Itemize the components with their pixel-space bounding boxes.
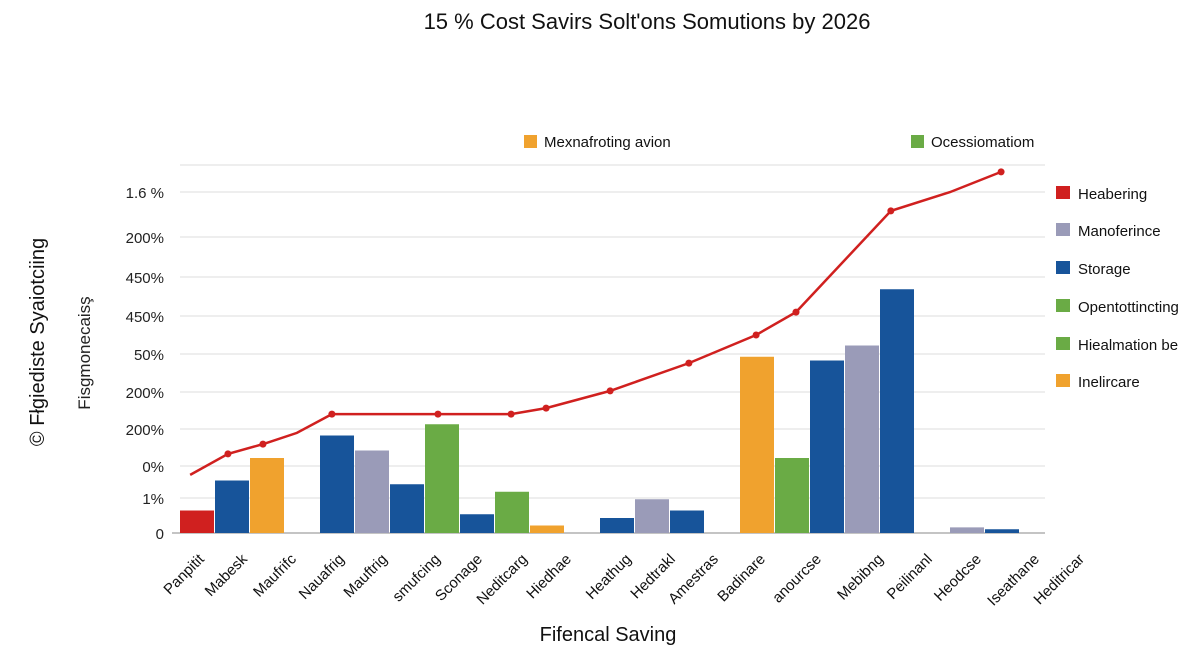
legend-label: Storage xyxy=(1078,261,1131,278)
legend-label: Heabering xyxy=(1078,186,1147,203)
x-tick-label: Maufrifc xyxy=(250,550,300,600)
bar xyxy=(985,529,1019,533)
line-point xyxy=(224,450,232,458)
legend-swatch xyxy=(911,135,924,148)
line-point xyxy=(606,387,614,395)
y-tick-label: 0 xyxy=(156,526,164,543)
legend-label: Inelircare xyxy=(1078,374,1140,391)
line-point xyxy=(542,404,550,412)
x-tick-label: Badinare xyxy=(714,551,768,605)
gridlines xyxy=(172,164,1045,534)
x-tick-label: Mebibng xyxy=(834,551,887,604)
x-tick-label: Nauafrig xyxy=(296,551,348,603)
legend-swatch xyxy=(1056,261,1070,274)
y-tick-labels: 0 1% 0% 200% 200% 50% 450% 450% 200% 1.6 % xyxy=(126,185,164,543)
bar xyxy=(810,360,844,533)
legend-label: Opentottincting xyxy=(1078,299,1179,316)
y-tick-label: 200% xyxy=(126,422,164,439)
legend-swatch xyxy=(1056,374,1070,387)
legend-swatch xyxy=(524,135,537,148)
legend-label: Ocessiomatiom xyxy=(931,134,1034,151)
trend-line xyxy=(189,168,1005,476)
bar xyxy=(390,484,424,533)
x-axis-title: Fifencal Saving xyxy=(540,624,677,646)
bar xyxy=(740,356,774,533)
x-tick-label: Mauftrig xyxy=(340,551,390,601)
legend-swatch xyxy=(1056,299,1070,312)
line-point xyxy=(685,359,693,367)
x-tick-label: Heathug xyxy=(583,551,635,603)
bars xyxy=(180,289,1019,533)
line-point xyxy=(887,207,895,215)
y-tick-label: 200% xyxy=(126,230,164,247)
y-axis-title: © Fłgiediste Syaiotciing xyxy=(27,238,49,446)
y-tick-label: 1% xyxy=(142,491,164,508)
bar xyxy=(530,525,564,533)
y-axis-subtitle: Fisgmonecaisş xyxy=(75,296,94,409)
chart-title: 15 % Cost Savirs Solt'ons Somutions by 2… xyxy=(424,9,871,34)
line-point xyxy=(259,440,267,448)
x-tick-label: Hiedhae xyxy=(523,551,575,603)
legend-label: Mexnafroting avion xyxy=(544,134,671,151)
bar xyxy=(355,450,389,533)
bar xyxy=(845,345,879,533)
line-point xyxy=(792,308,800,316)
bar xyxy=(880,289,914,533)
x-tick-label: anourcse xyxy=(769,551,825,607)
y-tick-label: 450% xyxy=(126,270,164,287)
legend-swatch xyxy=(1056,186,1070,199)
line-point xyxy=(507,410,515,418)
bar xyxy=(425,424,459,533)
y-tick-label: 1.6 % xyxy=(126,185,164,202)
legend-swatch xyxy=(1056,223,1070,236)
legend-swatch xyxy=(1056,337,1070,350)
legend-label: Manoferince xyxy=(1078,223,1161,240)
y-tick-label: 450% xyxy=(126,309,164,326)
line-point xyxy=(434,410,442,418)
bar xyxy=(460,514,494,533)
legend-top: Mexnafroting avion Ocessiomatiom xyxy=(524,134,1034,151)
bar xyxy=(950,527,984,533)
y-tick-label: 50% xyxy=(134,347,164,364)
legend-right: Heabering Manoferince Storage Opentottincti… xyxy=(1056,186,1179,391)
bar xyxy=(320,435,354,533)
y-tick-label: 0% xyxy=(142,459,164,476)
bar xyxy=(775,458,809,533)
bar xyxy=(495,491,529,533)
x-tick-label: Mabesk xyxy=(202,550,252,600)
bar xyxy=(670,510,704,533)
x-tick-label: Panpitit xyxy=(160,550,208,598)
y-tick-label: 200% xyxy=(126,385,164,402)
bar xyxy=(250,458,284,533)
bar xyxy=(180,510,214,533)
line-point xyxy=(752,331,760,339)
bar xyxy=(635,499,669,533)
x-tick-label: Peilinanl xyxy=(884,551,936,603)
line-point xyxy=(328,410,336,418)
line-point xyxy=(997,168,1005,176)
bar xyxy=(215,480,249,533)
x-tick-label: Heodcse xyxy=(931,551,985,605)
bar xyxy=(600,518,634,533)
legend-label: Hiealmation be xyxy=(1078,337,1178,354)
